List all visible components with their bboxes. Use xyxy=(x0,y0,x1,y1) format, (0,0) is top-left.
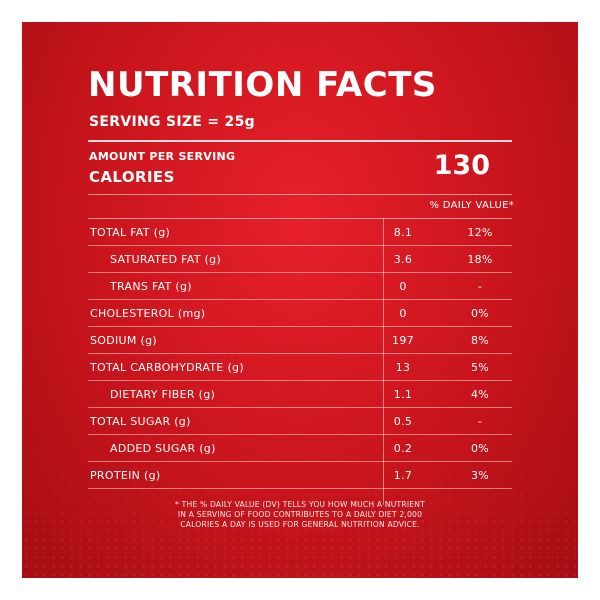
table-row: TOTAL CARBOHYDRATE (g) 13 5% xyxy=(88,354,512,381)
footnote-line: CALORIES A DAY IS USED FOR GENERAL NUTRI… xyxy=(180,520,420,529)
nutrient-amount: 3.6 xyxy=(393,253,413,266)
nutrient-label: TOTAL SUGAR (g) xyxy=(90,415,191,428)
nutrient-label: SATURATED FAT (g) xyxy=(110,253,222,266)
nutrient-label: SODIUM (g) xyxy=(90,334,157,347)
footnote-line: * THE % DAILY VALUE (DV) TELLS YOU HOW M… xyxy=(175,500,425,509)
amount-per-serving-label: AMOUNT PER SERVING xyxy=(89,150,236,163)
nutrient-label: TRANS FAT (g) xyxy=(110,280,192,293)
nutrient-daily-value: 5% xyxy=(470,361,490,374)
nutrient-amount: 0.5 xyxy=(393,415,413,428)
column-separator xyxy=(383,218,384,505)
table-row: PROTEIN (g) 1.7 3% xyxy=(88,462,512,489)
nutrient-daily-value: 12% xyxy=(467,226,493,239)
nutrient-daily-value: 0% xyxy=(470,442,490,455)
nutrient-daily-value: - xyxy=(477,415,483,428)
calories-label: CALORIES xyxy=(89,168,175,186)
nutrient-daily-value: 0% xyxy=(470,307,490,320)
nutrient-daily-value: 18% xyxy=(467,253,493,266)
table-row: SATURATED FAT (g) 3.6 18% xyxy=(88,246,512,273)
table-row: DIETARY FIBER (g) 1.1 4% xyxy=(88,381,512,408)
nutrient-daily-value: 4% xyxy=(470,388,490,401)
table-row: SODIUM (g) 197 8% xyxy=(88,327,512,354)
nutrient-daily-value: - xyxy=(477,280,483,293)
nutrient-label: TOTAL CARBOHYDRATE (g) xyxy=(90,361,244,374)
nutrient-amount: 197 xyxy=(392,334,414,347)
table-row: ADDED SUGAR (g) 0.2 0% xyxy=(88,435,512,462)
nutrient-amount: 13 xyxy=(395,361,411,374)
nutrient-amount: 8.1 xyxy=(393,226,413,239)
nutrient-label: ADDED SUGAR (g) xyxy=(110,442,216,455)
nutrient-label: DIETARY FIBER (g) xyxy=(110,388,216,401)
divider xyxy=(88,194,512,195)
calories-value: 130 xyxy=(433,150,490,181)
nutrient-table: TOTAL FAT (g) 8.1 12% SATURATED FAT (g) … xyxy=(88,218,512,489)
table-row: TOTAL SUGAR (g) 0.5 - xyxy=(88,408,512,435)
serving-size: SERVING SIZE = 25g xyxy=(89,114,255,130)
nutrient-label: TOTAL FAT (g) xyxy=(90,226,171,239)
table-row: TOTAL FAT (g) 8.1 12% xyxy=(88,218,512,246)
nutrition-facts-panel: NUTRITION FACTS SERVING SIZE = 25g AMOUN… xyxy=(22,22,578,578)
table-row: CHOLESTEROL (mg) 0 0% xyxy=(88,300,512,327)
footnote-line: IN A SERVING OF FOOD CONTRIBUTES TO A DA… xyxy=(177,510,423,519)
table-row: TRANS FAT (g) 0 - xyxy=(88,273,512,300)
daily-value-footnote: * THE % DAILY VALUE (DV) TELLS YOU HOW M… xyxy=(98,500,502,530)
nutrient-label: CHOLESTEROL (mg) xyxy=(90,307,206,320)
page-title: NUTRITION FACTS xyxy=(88,65,437,105)
nutrient-daily-value: 3% xyxy=(470,469,490,482)
daily-value-header: % DAILY VALUE* xyxy=(429,200,514,211)
nutrient-amount: 1.7 xyxy=(393,469,413,482)
nutrient-amount: 0 xyxy=(399,307,407,320)
nutrient-amount: 0 xyxy=(399,280,407,293)
nutrient-label: PROTEIN (g) xyxy=(90,469,161,482)
nutrient-amount: 1.1 xyxy=(393,388,413,401)
nutrient-amount: 0.2 xyxy=(393,442,413,455)
nutrient-daily-value: 8% xyxy=(470,334,490,347)
divider xyxy=(88,140,512,142)
